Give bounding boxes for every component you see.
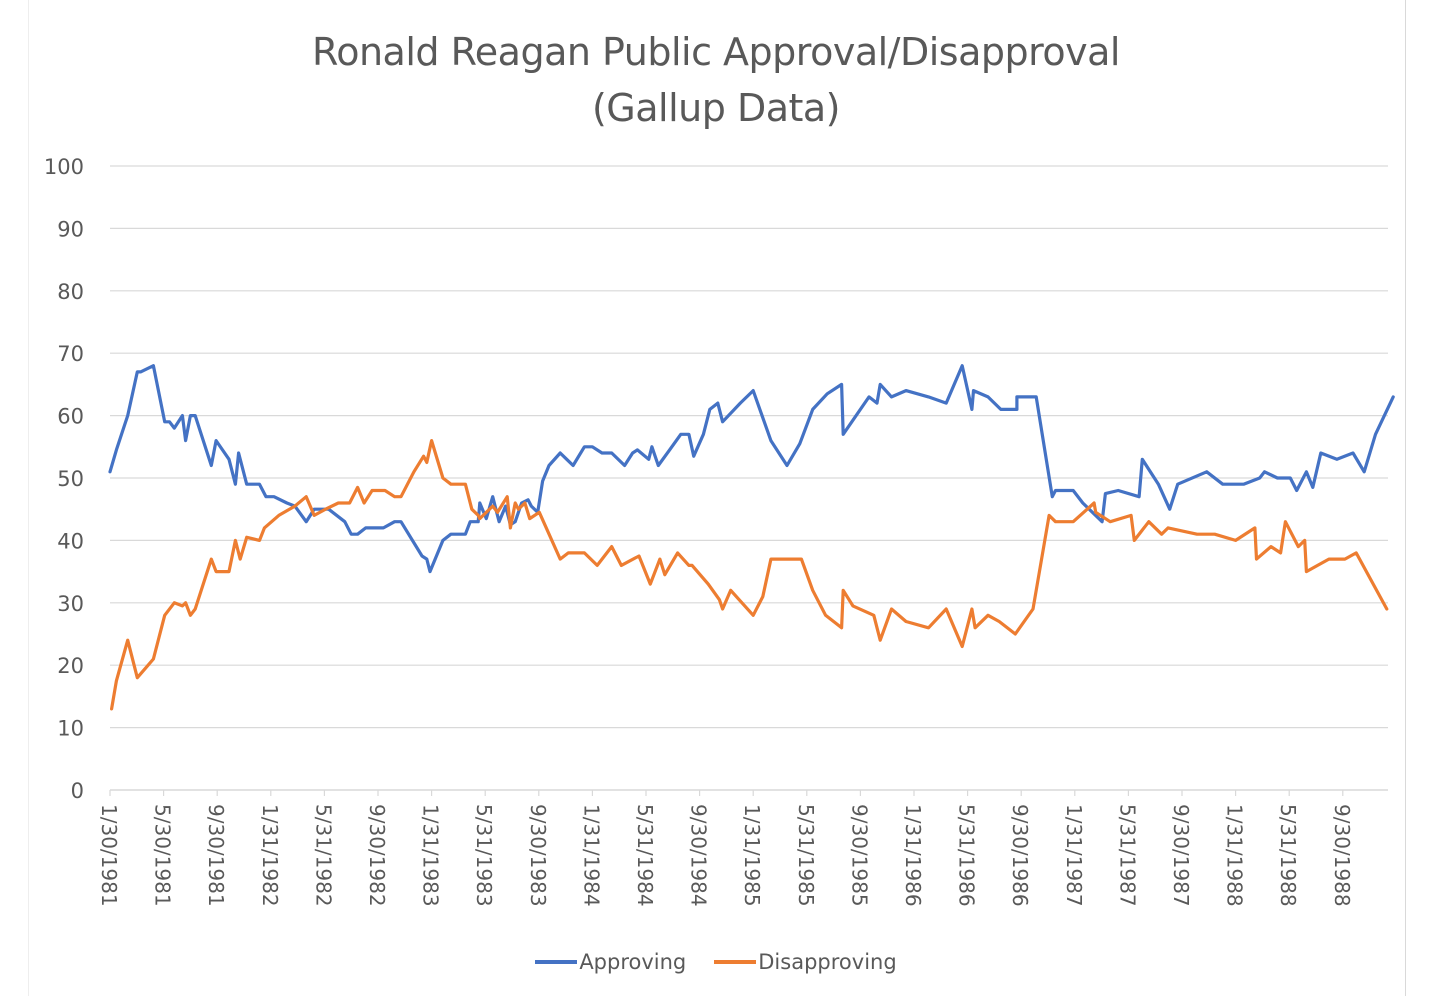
chart-title-line1: Ronald Reagan Public Approval/Disapprova…	[312, 30, 1120, 74]
y-tick-label: 40	[57, 529, 84, 553]
chart-subtitle: (Gallup Data)	[591, 86, 841, 130]
series-line-disapproving	[110, 439, 1389, 711]
y-tick-label: 80	[57, 280, 84, 304]
x-tick-label: 9/30/1981	[204, 804, 228, 907]
x-tick-label: 5/31/1987	[1115, 804, 1139, 907]
y-tick-label: 60	[57, 405, 84, 429]
y-tick-label: 50	[57, 467, 84, 491]
legend-item-approving: Approving	[535, 950, 686, 974]
legend: Approving Disapproving	[0, 950, 1432, 974]
legend-swatch-approving	[535, 960, 578, 964]
x-tick-label: 1/31/1982	[258, 804, 282, 907]
x-tick-label: 5/31/1984	[633, 804, 657, 907]
x-tick-label: 5/31/1985	[794, 804, 818, 907]
x-tick-label: 1/31/1983	[419, 804, 443, 907]
x-tick-label: 9/30/1984	[687, 804, 711, 907]
y-tick-label: 100	[44, 155, 84, 179]
x-tick-label: 9/30/1983	[526, 804, 550, 907]
y-tick-label: 0	[71, 779, 84, 803]
x-tick-label: 9/30/1987	[1169, 804, 1193, 907]
gridlines	[110, 165, 1388, 729]
x-tick-label: 1/31/1984	[579, 804, 603, 907]
x-tick-label: 5/31/1983	[472, 804, 496, 907]
x-tick-label: 1/31/1985	[740, 804, 764, 907]
series-lines	[108, 364, 1395, 711]
legend-label-disapproving: Disapproving	[758, 950, 897, 974]
x-tick-label: 5/31/1982	[311, 804, 335, 907]
legend-item-disapproving: Disapproving	[714, 950, 897, 974]
x-tick-label: 9/30/1982	[365, 804, 389, 907]
chart-title: Ronald Reagan Public Approval/Disapprova…	[0, 24, 1432, 136]
x-tick-label: 9/30/1985	[847, 804, 871, 907]
x-tick-label: 1/31/1988	[1223, 804, 1247, 907]
x-tick-label: 9/30/1986	[1008, 804, 1032, 907]
x-axis	[109, 789, 1388, 796]
x-tick-label: 5/31/1986	[955, 804, 979, 907]
chart-frame	[28, 0, 1406, 996]
y-tick-label: 70	[57, 342, 84, 366]
y-tick-label: 90	[57, 217, 84, 241]
y-tick-label: 10	[57, 717, 84, 741]
x-tick-label: 1/31/1986	[901, 804, 925, 907]
x-axis-tick-labels: 1/30/1981 5/30/1981 9/30/1981 1/31/1982 5/31…	[97, 804, 1354, 907]
x-tick-label: 5/30/1981	[151, 804, 175, 907]
x-tick-label: 1/31/1987	[1062, 804, 1086, 907]
y-axis-tick-labels: 0 10 20 30 40 50 60 70 80 90 100	[44, 155, 84, 803]
x-tick-label: 9/30/1988	[1330, 804, 1354, 907]
x-tick-label: 1/30/1981	[97, 804, 121, 907]
y-tick-label: 30	[57, 592, 84, 616]
y-tick-label: 20	[57, 654, 84, 678]
series-line-approving	[108, 364, 1395, 574]
legend-swatch-disapproving	[714, 960, 757, 964]
x-tick-label: 5/31/1988	[1276, 804, 1300, 907]
legend-label-approving: Approving	[579, 950, 687, 974]
